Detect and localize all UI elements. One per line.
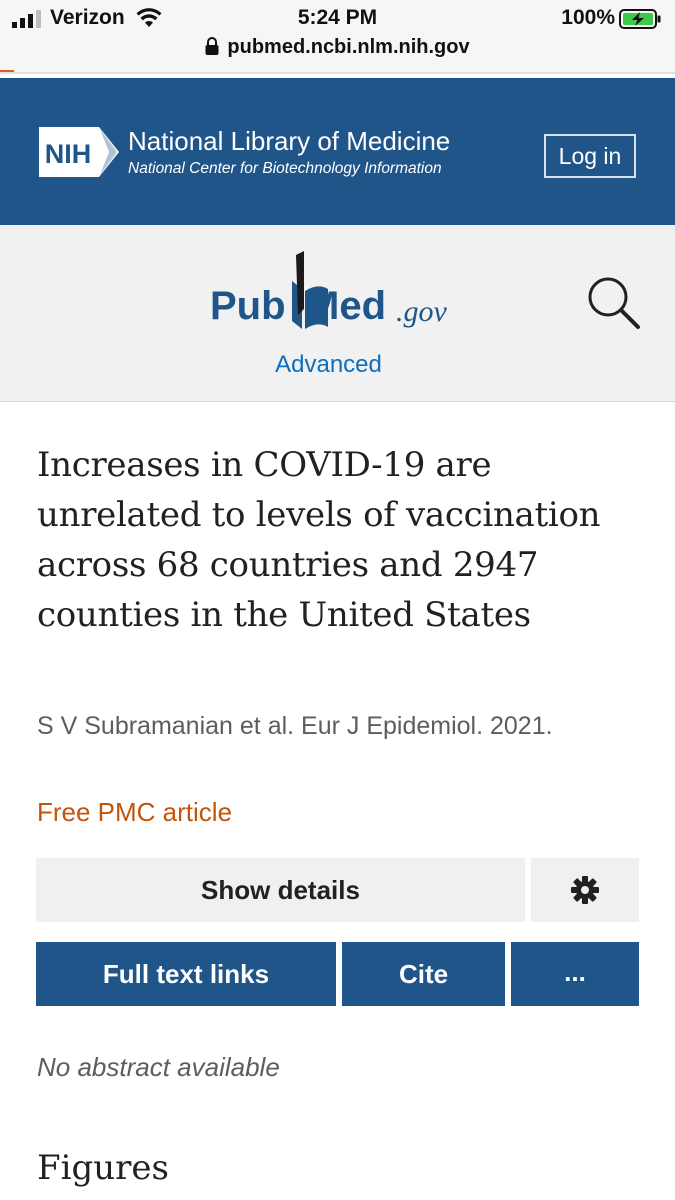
show-details-button[interactable]: Show details [36,858,525,922]
advanced-search-link[interactable]: Advanced [275,351,382,378]
full-text-links-button[interactable]: Full text links [36,942,336,1006]
article-citation: S V Subramanian et al. Eur J Epidemiol. … [37,712,553,740]
signal-icon [12,10,41,28]
article-title: Increases in COVID-19 are unrelated to l… [37,445,601,635]
cite-button[interactable]: Cite [342,942,505,1006]
pubmed-logo-gov: .gov [396,295,448,328]
address-bar[interactable]: pubmed.ncbi.nlm.nih.gov [0,36,675,62]
lock-icon [205,37,219,55]
wifi-icon [136,8,162,27]
nlm-title[interactable]: National Library of Medicine [128,126,451,156]
status-bar: Verizon 5:24 PM 100% pubmed.ncbi.nlm.nih… [0,0,675,74]
figures-heading: Figures [37,1148,169,1188]
pubmed-search-band: Pub Med .gov Advanced [0,225,675,402]
battery-percent: 100% [561,6,615,29]
divider [0,72,675,74]
pubmed-logo[interactable]: Pub Med .gov [210,249,470,329]
search-icon[interactable] [586,275,642,331]
status-row: Verizon 5:24 PM 100% [0,6,675,34]
no-abstract-notice: No abstract available [37,1052,280,1082]
gear-icon [571,876,599,904]
nlm-subtitle: National Center for Biotechnology Inform… [128,160,442,177]
pubmed-logo-med: Med [306,284,386,328]
clock: 5:24 PM [297,6,378,29]
display-options-button[interactable] [531,858,639,922]
url-text: pubmed.ncbi.nlm.nih.gov [227,36,470,58]
free-pmc-article-badge[interactable]: Free PMC article [37,797,233,827]
battery-charging-icon [619,9,661,29]
carrier-name: Verizon [50,6,125,29]
login-button[interactable]: Log in [544,134,636,178]
nlm-header: NIH National Library of Medicine Nationa… [0,78,675,225]
nih-logo[interactable]: NIH [37,125,121,179]
nih-logo-text: NIH [45,139,92,169]
more-actions-button[interactable]: ... [511,942,639,1006]
pubmed-logo-pub: Pub [210,284,286,328]
